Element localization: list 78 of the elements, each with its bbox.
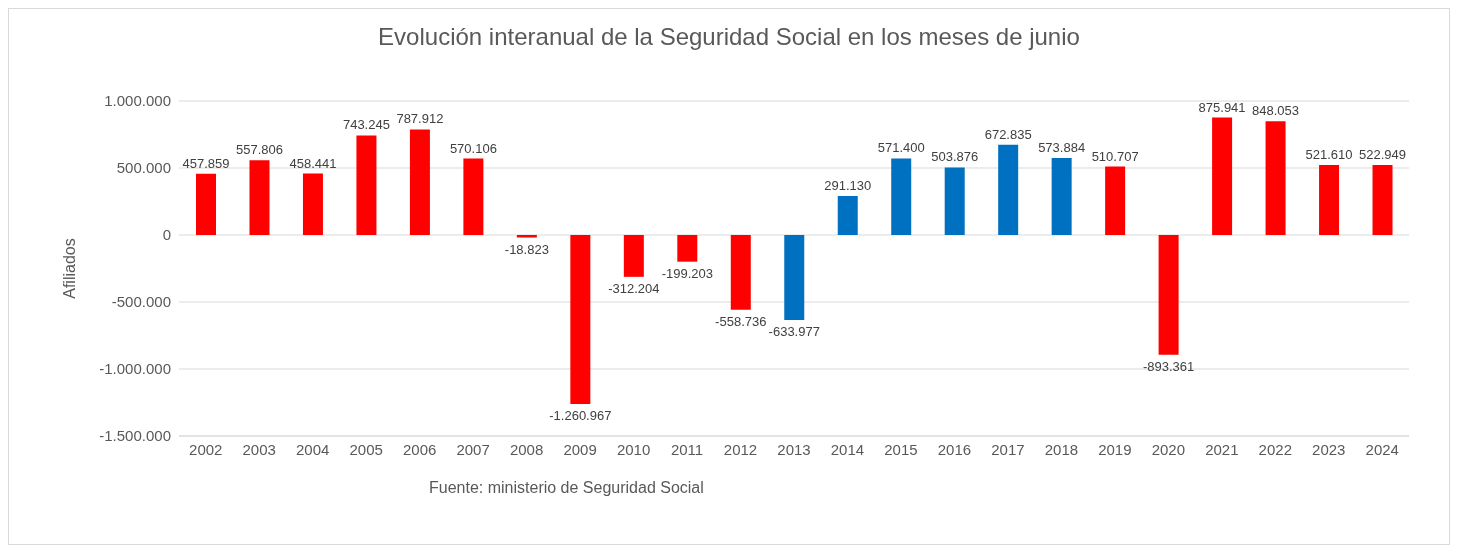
- bar: [1158, 235, 1179, 355]
- data-label: 573.884: [1038, 140, 1086, 156]
- y-tick-label: -500.000: [111, 293, 171, 311]
- x-tick-label: 2011: [670, 440, 704, 458]
- x-tick-label: 2007: [456, 440, 490, 458]
- x-tick-label: 2009: [563, 440, 597, 458]
- data-label: 521.610: [1305, 147, 1353, 163]
- y-tick-label: 500.000: [116, 159, 171, 177]
- data-label: -1.260.967: [549, 407, 612, 423]
- data-label: 510.707: [1091, 148, 1139, 164]
- bar: [730, 235, 751, 310]
- data-label: 787.912: [396, 111, 444, 127]
- bar: [677, 235, 698, 262]
- x-tick-label: 2020: [1151, 440, 1186, 458]
- bar: [623, 235, 644, 277]
- data-label: -18.823: [504, 241, 549, 257]
- y-tick-label: -1.000.000: [99, 360, 171, 378]
- bar: [891, 158, 912, 235]
- bar: [463, 158, 484, 235]
- data-label: 557.806: [235, 142, 283, 158]
- x-tick-label: 2017: [991, 440, 1025, 458]
- x-tick-label: 2015: [884, 440, 918, 458]
- data-label: -558.736: [715, 313, 767, 329]
- data-label: 503.876: [931, 149, 979, 165]
- x-tick-label: 2006: [402, 440, 437, 458]
- bar: [356, 135, 377, 235]
- bar: [784, 235, 805, 320]
- data-label: -893.361: [1142, 358, 1195, 374]
- data-label: 522.949: [1359, 146, 1407, 162]
- chart-title: Evolución interanual de la Seguridad Social en los meses de junio: [377, 23, 1081, 51]
- y-tick-label: 0: [162, 226, 171, 244]
- data-label: 875.941: [1198, 99, 1246, 115]
- data-label: -312.204: [608, 280, 660, 296]
- bar: [837, 195, 858, 235]
- x-tick-label: 2005: [349, 440, 383, 458]
- x-tick-label: 2023: [1312, 440, 1346, 458]
- data-label: 672.835: [984, 126, 1032, 142]
- data-label: -633.977: [768, 323, 820, 339]
- data-label: 291.130: [824, 177, 872, 193]
- bar: [1372, 164, 1393, 235]
- x-tick-label: 2018: [1044, 440, 1079, 458]
- x-tick-label: 2002: [189, 440, 223, 458]
- x-tick-label: 2008: [509, 440, 544, 458]
- bar: [1212, 117, 1233, 235]
- bar: [409, 129, 430, 235]
- bar: [1105, 166, 1126, 235]
- bar: [944, 167, 965, 235]
- bar: [302, 173, 323, 235]
- bar: [1319, 165, 1340, 235]
- x-tick-label: 2022: [1258, 440, 1292, 458]
- data-label: 457.859: [182, 155, 230, 171]
- bar: [1051, 158, 1072, 235]
- bar: [249, 160, 270, 235]
- bar: [998, 144, 1019, 235]
- data-label: 571.400: [877, 140, 925, 156]
- bar: [196, 173, 216, 235]
- x-tick-label: 2021: [1205, 440, 1239, 458]
- data-label: 848.053: [1252, 103, 1300, 119]
- data-label: 743.245: [342, 117, 390, 133]
- bar: [1265, 121, 1286, 235]
- y-tick-label: 1.000.000: [104, 92, 171, 110]
- source-note: Fuente: ministerio de Seguridad Social: [429, 479, 704, 497]
- bar: [516, 235, 537, 238]
- data-label: 458.441: [289, 155, 337, 171]
- x-tick-label: 2014: [830, 440, 865, 458]
- y-tick-label: -1.500.000: [99, 427, 171, 445]
- x-tick-label: 2016: [937, 440, 972, 458]
- data-label: -199.203: [661, 265, 713, 281]
- data-label: 570.106: [449, 140, 497, 156]
- x-tick-label: 2003: [242, 440, 276, 458]
- x-tick-label: 2019: [1098, 440, 1132, 458]
- y-axis-title: Afiliados: [60, 238, 78, 299]
- x-tick-label: 2012: [723, 440, 758, 458]
- x-tick-label: 2004: [296, 440, 330, 458]
- x-tick-label: 2013: [777, 440, 811, 458]
- bar: [570, 235, 591, 404]
- x-tick-label: 2010: [616, 440, 651, 458]
- x-tick-label: 2024: [1365, 440, 1399, 458]
